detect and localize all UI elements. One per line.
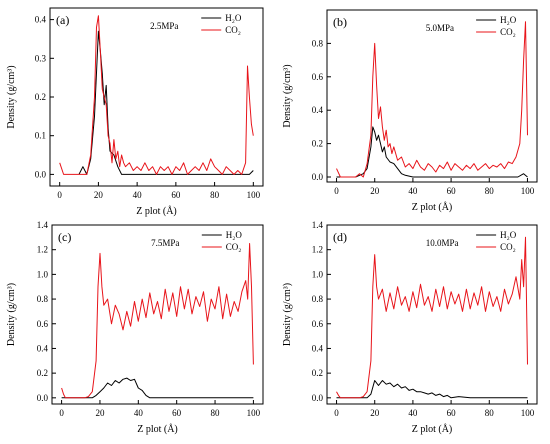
pressure-annotation: 7.5MPa [151,238,179,248]
series-line-h2o [336,380,528,399]
x-tick-label: 20 [95,408,105,418]
x-tick-label: 40 [408,186,418,196]
y-axis-label: Density (g/cm³) [6,65,17,128]
plot-frame [51,224,264,405]
legend-entry-h2o: H₂O [225,13,242,23]
series-line-h2o [78,30,254,175]
x-tick-label: 80 [485,186,495,196]
legend-entry-co2: CO₂ [500,242,516,252]
x-tick-label: 100 [247,408,261,418]
y-tick-label: 0.2 [37,368,48,378]
y-tick-label: 0.4 [35,15,47,25]
x-tick-label: 80 [211,408,221,418]
x-tick-label: 0 [57,190,62,200]
x-tick-label: 40 [134,408,144,418]
panel-label: (c) [58,230,71,244]
x-tick-label: 100 [521,186,535,196]
panel-label: (d) [333,230,347,244]
panel-label: (b) [333,15,347,29]
y-tick-label: 0.8 [312,38,324,48]
x-tick-label: 0 [334,186,339,196]
y-tick-label: 1.4 [312,220,324,230]
y-tick-label: 0.4 [312,105,324,115]
x-tick-label: 80 [485,408,495,418]
y-tick-label: 0.4 [312,343,324,353]
y-tick-label: 0.0 [35,169,47,179]
x-tick-label: 40 [133,190,143,200]
x-tick-label: 60 [447,408,457,418]
legend-entry-co2: CO₂ [500,27,516,37]
x-tick-label: 0 [334,408,339,418]
x-tick-label: 0 [59,408,64,418]
y-tick-label: 1.2 [37,245,48,255]
y-tick-label: 0.6 [37,319,49,329]
series-line-h2o [336,126,528,178]
series-line-co2 [336,236,528,399]
y-tick-label: 1.4 [37,220,49,230]
pressure-annotation: 2.5MPa [150,21,178,31]
plot-frame [326,224,538,405]
x-tick-label: 60 [447,186,457,196]
y-tick-label: 0.8 [37,294,49,304]
x-tick-label: 20 [370,408,380,418]
pressure-annotation: 10.0MPa [426,238,459,248]
series-line-co2 [59,15,254,175]
y-axis-label: Density (g/cm³) [6,283,17,346]
y-tick-label: 1.0 [312,269,324,279]
y-tick-label: 0.2 [312,368,323,378]
x-axis-label: Z plot (Å) [412,201,453,213]
panel-label: (a) [56,13,69,27]
x-axis-label: Z plot (Å) [412,423,453,435]
chart-panel-4: 0 20 40 60 80 100 0.0 0.2 0.4 0.6 0.8 1.0 1.2 1.4 Z pl… [282,220,538,435]
y-tick-label: 0.0 [312,393,324,403]
y-tick-label: 0.8 [312,294,324,304]
legend-entry-co2: CO₂ [225,25,241,35]
y-tick-label: 0.0 [312,172,324,182]
x-tick-label: 20 [94,190,104,200]
y-tick-label: 1.0 [37,269,49,279]
y-axis-label: Density (g/cm³) [282,64,293,127]
y-tick-label: 0.6 [312,319,324,329]
y-tick-label: 0.6 [312,72,324,82]
x-tick-label: 100 [247,190,261,200]
legend-entry-h2o: H₂O [500,15,517,25]
x-axis-label: Z plot (Å) [136,205,177,217]
pressure-annotation: 5.0MPa [426,23,454,33]
y-tick-label: 1.2 [312,245,323,255]
y-tick-label: 0.1 [35,131,46,141]
x-tick-label: 20 [370,186,380,196]
x-tick-label: 80 [210,190,220,200]
y-tick-label: 0.2 [312,139,323,149]
x-tick-label: 100 [521,408,535,418]
y-tick-label: 0.3 [35,53,47,63]
y-axis-label: Density (g/cm³) [282,283,293,346]
y-tick-label: 0.2 [35,92,46,102]
legend-entry-h2o: H₂O [500,230,517,240]
x-tick-label: 60 [171,190,181,200]
chart-panel-3: 0 20 40 60 80 100 0.0 0.2 0.4 0.6 0.8 1.0 1.2 1.4 Z pl… [6,220,264,435]
x-tick-label: 60 [172,408,182,418]
chart-panel-1: 0 20 40 60 80 100 0.0 0.1 0.2 0.3 0.4 Z plot (Å) Den… [6,7,264,217]
series-line-co2 [336,21,528,178]
series-line-co2 [61,243,254,399]
plot-frame [326,9,538,183]
x-tick-label: 40 [408,408,418,418]
x-axis-label: Z plot (Å) [137,423,178,435]
chart-panel-2: 0 20 40 60 80 100 0.0 0.2 0.4 0.6 0.8 Z plot (Å) Den… [282,9,538,213]
legend-entry-h2o: H₂O [226,230,243,240]
series-line-h2o [61,377,254,399]
legend-entry-co2: CO₂ [226,242,242,252]
y-tick-label: 0.0 [37,393,49,403]
y-tick-label: 0.4 [37,343,49,353]
